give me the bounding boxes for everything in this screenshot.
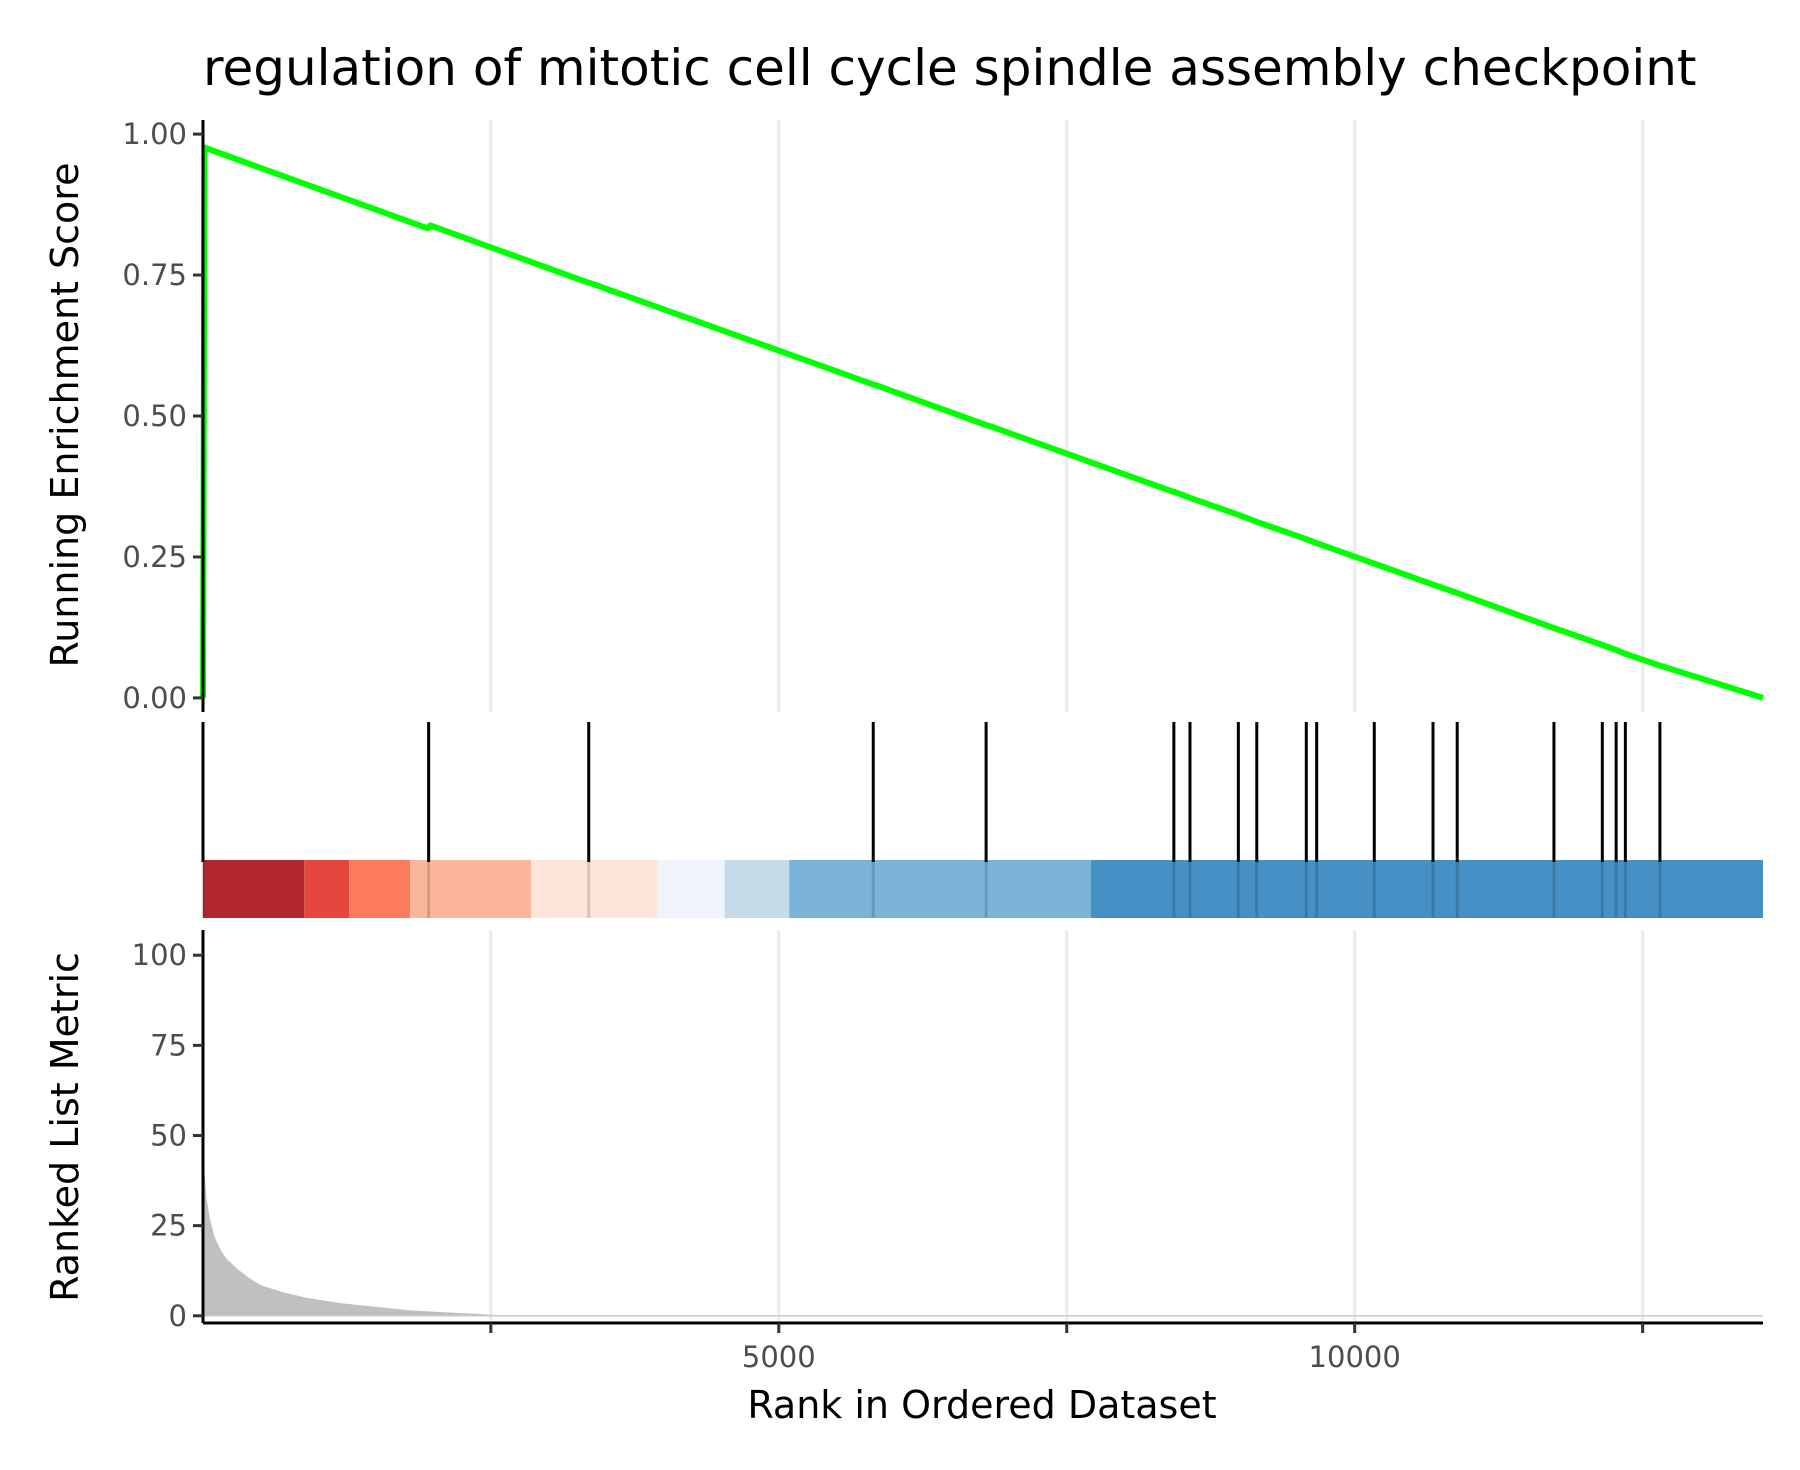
gene-hit-panel [201, 722, 1763, 918]
x-tick-label-10000: 10000 [1309, 1340, 1401, 1374]
color-band-3 [410, 860, 532, 918]
y-axis-title-ranked-metric: Ranked List Metric [43, 952, 87, 1302]
y-tick-label-top-0: 0.00 [122, 681, 187, 715]
y-tick-label-top-1: 0.25 [122, 540, 187, 574]
y-tick-label-bottom-0: 0 [169, 1299, 187, 1333]
ranked-metric-panel [203, 937, 1763, 1317]
color-band-5 [657, 860, 725, 918]
color-band-2 [349, 860, 411, 918]
x-tick-label-5000: 5000 [742, 1340, 816, 1374]
color-band-8 [1090, 860, 1763, 918]
color-band-6 [724, 860, 790, 918]
y-tick-label-top-4: 1.00 [122, 117, 187, 151]
color-band-7 [789, 860, 1091, 918]
color-band-4 [531, 860, 658, 918]
y-tick-label-bottom-1: 25 [150, 1209, 187, 1243]
y-tick-label-top-2: 0.50 [122, 399, 187, 433]
y-tick-label-bottom-4: 100 [132, 938, 187, 972]
y-tick-label-top-3: 0.75 [122, 258, 187, 292]
chart-title: regulation of mitotic cell cycle spindle… [203, 39, 1697, 97]
bottom-panel-gridlines [489, 930, 1645, 1323]
y-axis-title-running-score: Running Enrichment Score [43, 163, 87, 668]
axes: 0.00 0.25 0.50 0.75 1.00 0 25 50 75 100 5000 10000 [122, 117, 1763, 1374]
y-tick-label-bottom-3: 75 [150, 1028, 187, 1062]
x-axis-title: Rank in Ordered Dataset [747, 1383, 1216, 1427]
y-tick-label-bottom-2: 50 [150, 1119, 187, 1153]
running-score-panel [200, 144, 1764, 701]
running-score-line-0 [200, 144, 1764, 701]
ranked-metric-area [203, 937, 1763, 1316]
top-panel-gridlines [489, 120, 1645, 712]
color-band-0 [203, 860, 305, 918]
color-band-1 [304, 860, 350, 918]
